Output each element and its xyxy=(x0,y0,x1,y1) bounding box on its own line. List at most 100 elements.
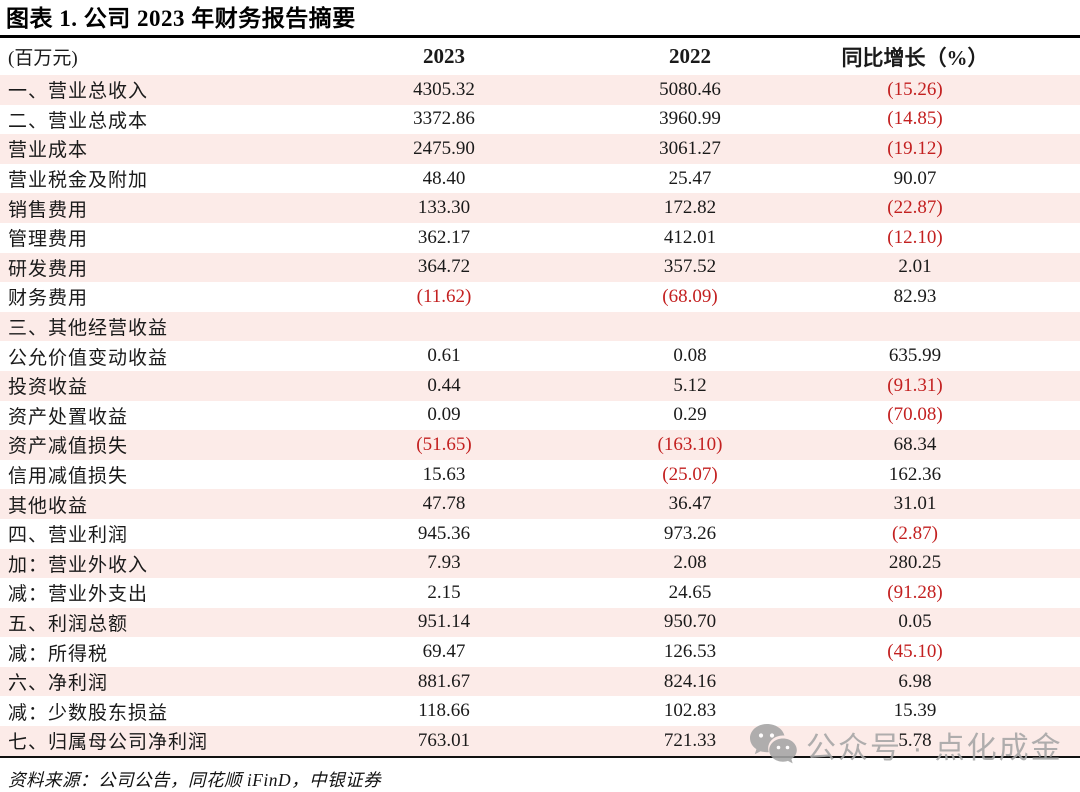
row-label: 营业成本 xyxy=(8,140,89,162)
row-label: 投资收益 xyxy=(8,377,89,399)
value-2023: 763.01 xyxy=(417,729,471,751)
value-2023: 364.72 xyxy=(417,256,471,278)
table-bottom-divider xyxy=(0,755,1080,758)
value-yoy: 5.78 xyxy=(898,729,932,751)
value-yoy: (15.26) xyxy=(887,78,943,100)
value-yoy: (45.10) xyxy=(887,641,943,663)
table-row: 信用减值损失 15.63 (25.07) 162.36 xyxy=(0,460,1080,490)
table-row: 六、净利润 881.67 824.16 6.98 xyxy=(0,666,1080,697)
figure-title: 图表 1. 公司 2023 年财务报告摘要 xyxy=(6,6,356,31)
row-label: 五、利润总额 xyxy=(8,613,129,635)
row-label: 公允价值变动收益 xyxy=(8,347,169,369)
header-row: (百万元) 2023 2022 同比增长（%） xyxy=(0,38,1080,75)
value-2023: 881.67 xyxy=(417,670,471,692)
table-row: 营业成本 2475.90 3061.27 (19.12) xyxy=(0,134,1080,164)
value-2023: 133.30 xyxy=(417,197,471,219)
value-2022: 5080.46 xyxy=(659,78,721,100)
row-label: 财务费用 xyxy=(8,288,89,310)
row-label: 加：营业外收入 xyxy=(8,554,149,576)
row-label: 七、归属母公司净利润 xyxy=(8,732,209,754)
table-row: 投资收益 0.44 5.12 (91.31) xyxy=(0,370,1080,401)
table-row: 其他收益 47.78 36.47 31.01 xyxy=(0,489,1080,519)
table-row: 销售费用 133.30 172.82 (22.87) xyxy=(0,193,1080,223)
value-2022 xyxy=(558,312,822,342)
row-label: 减：所得税 xyxy=(8,643,109,665)
table-row: 资产减值损失 (51.65) (163.10) 68.34 xyxy=(0,430,1080,460)
value-2023: 48.40 xyxy=(422,167,466,189)
value-yoy: (91.31) xyxy=(887,374,943,396)
value-2023: 47.78 xyxy=(422,493,466,515)
value-2022: 973.26 xyxy=(663,522,717,544)
table-row: 一、营业总收入 4305.32 5080.46 (15.26) xyxy=(0,75,1080,105)
value-2023: 0.44 xyxy=(427,374,461,396)
unit-label: (百万元) xyxy=(0,38,330,75)
value-2022: 3960.99 xyxy=(659,108,721,130)
column-header-2022: 2022 xyxy=(558,38,822,75)
value-2023: 69.47 xyxy=(422,641,466,663)
row-label: 减：少数股东损益 xyxy=(8,702,169,724)
value-yoy xyxy=(822,312,1080,342)
row-label: 二、营业总成本 xyxy=(8,110,149,132)
table-row: 减：营业外支出 2.15 24.65 (91.28) xyxy=(0,578,1080,608)
value-yoy: (70.08) xyxy=(887,404,943,426)
value-2022: 172.82 xyxy=(663,197,717,219)
row-label: 管理费用 xyxy=(8,229,89,251)
value-2023: 945.36 xyxy=(417,522,471,544)
value-yoy: (12.10) xyxy=(887,226,943,248)
value-yoy: 82.93 xyxy=(893,285,937,307)
column-header-2023: 2023 xyxy=(330,38,558,75)
table-header: (百万元) 2023 2022 同比增长（%） xyxy=(0,38,1080,75)
title-divider xyxy=(0,35,1080,38)
table-row: 五、利润总额 951.14 950.70 0.05 xyxy=(0,607,1080,638)
row-label: 减：营业外支出 xyxy=(8,584,149,606)
value-2022: 2.08 xyxy=(673,552,707,574)
row-label: 四、营业利润 xyxy=(8,525,129,547)
value-yoy: (14.85) xyxy=(887,108,943,130)
value-2022: 0.29 xyxy=(673,404,707,426)
value-2022: 950.70 xyxy=(663,611,717,633)
value-2022: 5.12 xyxy=(673,374,707,396)
table-row: 减：所得税 69.47 126.53 (45.10) xyxy=(0,637,1080,667)
row-label: 营业税金及附加 xyxy=(8,170,149,192)
value-2022: 25.47 xyxy=(668,167,712,189)
value-2023: 2475.90 xyxy=(413,137,475,159)
table-row: 四、营业利润 945.36 973.26 (2.87) xyxy=(0,519,1080,549)
row-label: 三、其他经营收益 xyxy=(8,318,169,340)
value-2023: 2.15 xyxy=(427,581,461,603)
table-row: 七、归属母公司净利润 763.01 721.33 5.78 xyxy=(0,726,1080,756)
value-2022: 0.08 xyxy=(673,345,707,367)
value-2022: 3061.27 xyxy=(659,137,721,159)
value-2022: 126.53 xyxy=(663,641,717,663)
value-yoy: 68.34 xyxy=(893,433,937,455)
row-label: 其他收益 xyxy=(8,495,89,517)
value-2023: 362.17 xyxy=(417,226,471,248)
table-row: 减：少数股东损益 118.66 102.83 15.39 xyxy=(0,696,1080,726)
value-yoy: 0.05 xyxy=(898,611,932,633)
value-2023: 118.66 xyxy=(418,700,470,722)
value-2022: 412.01 xyxy=(663,226,717,248)
table-row: 研发费用 364.72 357.52 2.01 xyxy=(0,252,1080,283)
value-2023: 951.14 xyxy=(417,611,471,633)
table-row: 资产处置收益 0.09 0.29 (70.08) xyxy=(0,401,1080,431)
table-row: 三、其他经营收益 xyxy=(0,311,1080,342)
source-note: 资料来源：公司公告，同花顺 iFinD，中银证券 xyxy=(8,769,382,790)
value-yoy: 635.99 xyxy=(888,345,942,367)
value-2023 xyxy=(330,312,558,342)
table-row: 营业税金及附加 48.40 25.47 90.07 xyxy=(0,164,1080,194)
value-2022: 721.33 xyxy=(663,729,717,751)
row-label: 六、净利润 xyxy=(8,673,109,695)
value-yoy: 2.01 xyxy=(898,256,932,278)
value-yoy: 6.98 xyxy=(898,670,932,692)
value-yoy: 31.01 xyxy=(893,493,937,515)
value-2023: (51.65) xyxy=(416,433,472,455)
table-row: 加：营业外收入 7.93 2.08 280.25 xyxy=(0,548,1080,579)
value-2022: 24.65 xyxy=(668,581,712,603)
table-row: 财务费用 (11.62) (68.09) 82.93 xyxy=(0,282,1080,312)
value-2022: 357.52 xyxy=(663,256,717,278)
value-2022: 824.16 xyxy=(663,670,717,692)
row-label: 销售费用 xyxy=(8,199,89,221)
value-yoy: (2.87) xyxy=(892,522,938,544)
value-2022: (163.10) xyxy=(657,433,723,455)
table-body: 一、营业总收入 4305.32 5080.46 (15.26) 二、营业总成本 3372.… xyxy=(0,75,1080,756)
